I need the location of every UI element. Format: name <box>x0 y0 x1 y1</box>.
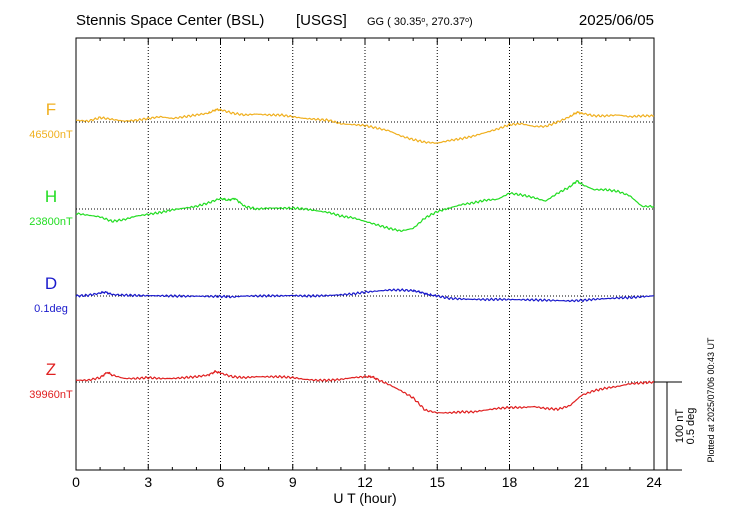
baseline-label-F: 46500nT <box>29 129 73 141</box>
date-label: 2025/06/05 <box>579 12 654 29</box>
x-tick-label: 9 <box>289 474 297 490</box>
x-tick-label: 15 <box>429 474 445 490</box>
baseline-label-H: 23800nT <box>29 216 73 228</box>
x-tick-labels: 0 3 6 9 12 15 18 21 24 <box>72 474 662 490</box>
series-lines <box>75 108 655 414</box>
series-line-H <box>75 180 655 233</box>
series-line-Z <box>75 370 655 414</box>
series-name-H: H <box>45 187 57 206</box>
x-tick-label: 12 <box>357 474 373 490</box>
station-title: Stennis Space Center (BSL) <box>76 12 264 29</box>
coords-label: GG ( 30.35o, 270.37o) <box>367 16 473 28</box>
baseline-label-Z: 39960nT <box>29 389 73 401</box>
x-tick-label: 3 <box>144 474 152 490</box>
baseline-label-D: 0.1deg <box>34 303 68 315</box>
x-axis-label: U T (hour) <box>333 490 396 506</box>
x-tick-label: 18 <box>502 474 518 490</box>
degree-mark-1: o <box>421 17 425 24</box>
series-line-F <box>75 108 655 144</box>
coords-mid: , 270.37 <box>425 16 465 28</box>
coords-suffix: ) <box>469 16 473 28</box>
scale-deg-label: 0.5 deg <box>685 408 697 445</box>
x-tick-label: 6 <box>217 474 225 490</box>
axis-ticks <box>75 38 655 470</box>
series-name-D: D <box>45 274 57 293</box>
scale-nt-label: 100 nT <box>674 409 686 444</box>
series-line-D <box>75 288 654 303</box>
plotted-at-label: Plotted at 2025/07/06 00:43 UT <box>706 337 716 463</box>
x-tick-label: 21 <box>574 474 590 490</box>
x-tick-label: 0 <box>72 474 80 490</box>
network-label: [USGS] <box>296 12 347 29</box>
degree-mark-2: o <box>465 17 469 24</box>
coords-prefix: GG ( 30.35 <box>367 16 421 28</box>
series-name-F: F <box>46 100 56 119</box>
series-name-Z: Z <box>46 360 56 379</box>
x-tick-label: 24 <box>646 474 662 490</box>
series-labels: F 46500nT H 23800nT D 0.1deg Z 39960nT <box>29 100 73 401</box>
